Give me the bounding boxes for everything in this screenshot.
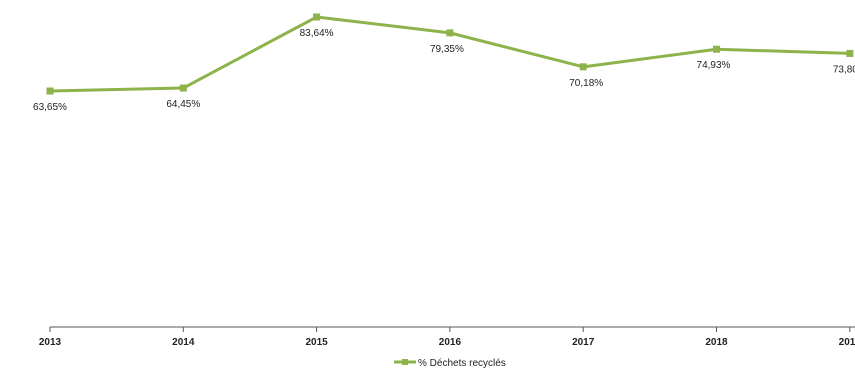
x-tick-label: 2014 xyxy=(172,337,195,348)
legend: % Déchets recyclés xyxy=(394,358,506,369)
x-tick-label: 2013 xyxy=(39,337,62,348)
data-point xyxy=(846,49,854,57)
data-labels: 63,65% 64,45% 83,64% 79,35% 70,18% 74,93% 73,8… xyxy=(33,28,855,113)
x-tick-label: 2016 xyxy=(439,337,462,348)
data-label: 83,64% xyxy=(300,28,334,39)
x-tick-label: 2019 xyxy=(839,337,855,348)
data-point xyxy=(179,84,187,92)
legend-marker-swatch xyxy=(402,359,408,365)
data-label: 64,45% xyxy=(166,99,200,110)
legend-label: % Déchets recyclés xyxy=(418,358,506,369)
data-label: 63,65% xyxy=(33,102,67,113)
x-tick-label: 2015 xyxy=(305,337,328,348)
x-tick-label: 2017 xyxy=(572,337,595,348)
x-tick-label: 2018 xyxy=(705,337,728,348)
data-point xyxy=(579,63,587,71)
data-point xyxy=(446,29,454,37)
x-axis: 2013 2014 2015 2016 2017 2018 2019 xyxy=(39,326,855,348)
data-point xyxy=(713,45,720,53)
data-point xyxy=(313,13,321,21)
data-label: 74,93% xyxy=(697,60,731,71)
data-label: 79,35% xyxy=(430,44,464,55)
data-point xyxy=(46,87,54,95)
data-label: 70,18% xyxy=(569,78,603,89)
data-label: 73,80% xyxy=(833,64,855,75)
series-recycled-waste xyxy=(46,13,854,95)
